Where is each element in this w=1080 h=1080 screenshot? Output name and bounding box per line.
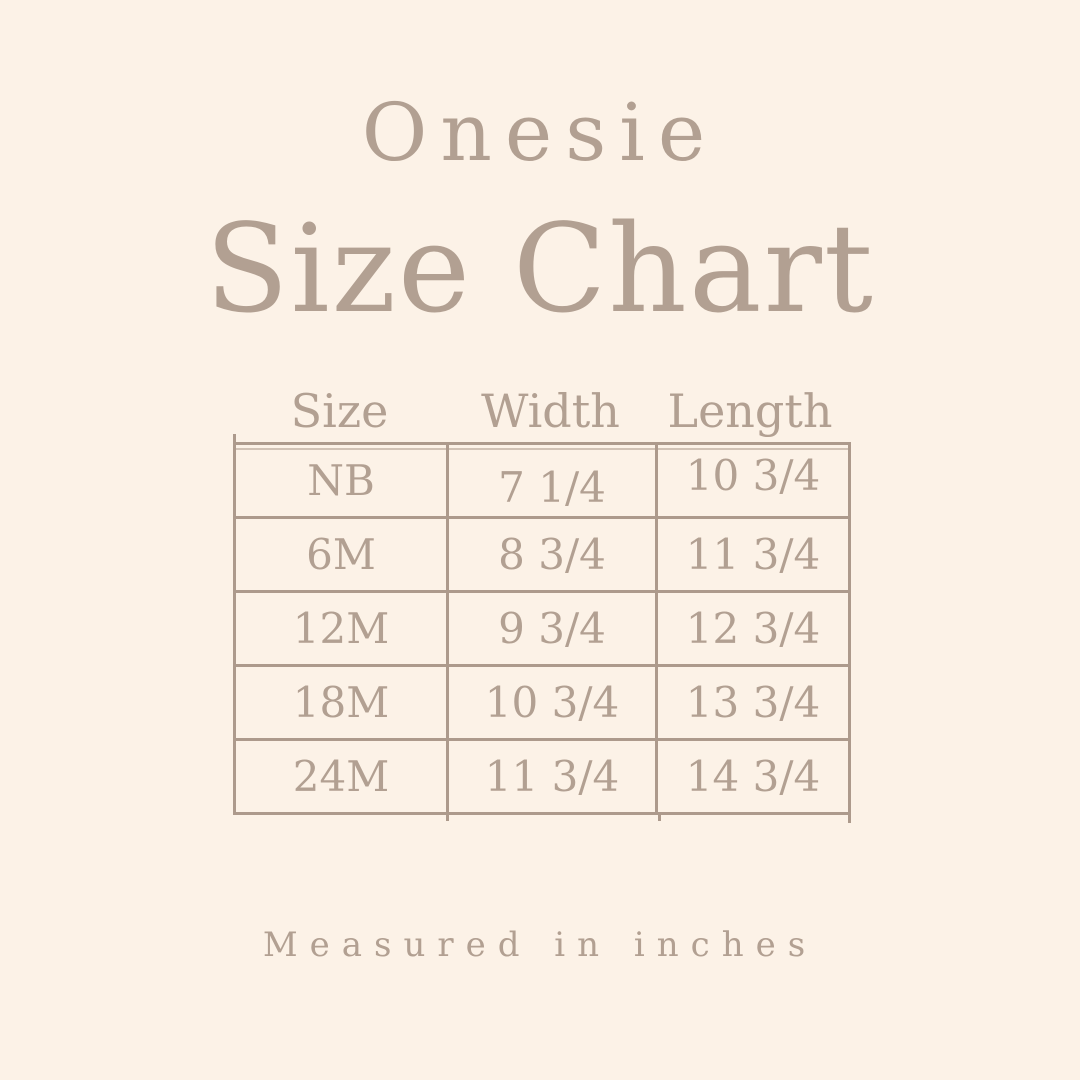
page-title: Size Chart	[205, 198, 875, 340]
cell-value: 12M	[292, 604, 390, 653]
table-header-row: Size Width Length	[233, 380, 851, 442]
cell-value: 6M	[306, 530, 376, 579]
column-header-length: Length	[667, 384, 833, 438]
cell-size: 12M	[236, 593, 449, 664]
cell-value: 14 3/4	[685, 752, 821, 801]
cell-value: 13 3/4	[685, 678, 821, 727]
cell-size: 24M	[236, 741, 449, 812]
cell-value: 11 3/4	[484, 752, 620, 801]
cell-value: 9 3/4	[498, 604, 606, 653]
table-row: 24M 11 3/4 14 3/4	[236, 741, 848, 812]
cell-value: 12 3/4	[685, 604, 821, 653]
cell-size: NB	[236, 445, 449, 516]
column-header-width: Width	[481, 384, 620, 438]
table-body: NB 7 1/4 10 3/4 6M 8 3/4 11 3/4 12M 9 3/…	[233, 434, 851, 823]
column-header-size: Size	[290, 384, 389, 438]
size-table: Size Width Length NB 7 1/4 10 3/4 6M 8 3…	[233, 380, 851, 823]
table-row: NB 7 1/4 10 3/4	[236, 445, 848, 519]
cell-value: 8 3/4	[498, 530, 606, 579]
cell-length: 12 3/4	[658, 593, 848, 664]
cell-value: 10 3/4	[484, 678, 620, 727]
border-overshoot	[848, 813, 851, 823]
table-row: 12M 9 3/4 12 3/4	[236, 593, 848, 667]
cell-width: 10 3/4	[449, 667, 658, 738]
cell-value: 7 1/4	[498, 463, 606, 512]
border-overshoot	[233, 434, 236, 444]
border-overshoot	[446, 813, 449, 821]
border-overshoot	[658, 813, 661, 821]
table-row: 18M 10 3/4 13 3/4	[236, 667, 848, 741]
table-row: 6M 8 3/4 11 3/4	[236, 519, 848, 593]
cell-width: 7 1/4	[449, 445, 658, 516]
cell-size: 6M	[236, 519, 449, 590]
cell-length: 10 3/4	[658, 445, 848, 516]
cell-value: 11 3/4	[685, 530, 821, 579]
cell-width: 8 3/4	[449, 519, 658, 590]
cell-value: 18M	[292, 678, 390, 727]
product-subtitle: Onesie	[361, 86, 719, 179]
cell-width: 11 3/4	[449, 741, 658, 812]
cell-size: 18M	[236, 667, 449, 738]
cell-width: 9 3/4	[449, 593, 658, 664]
cell-value: NB	[307, 456, 375, 505]
cell-length: 13 3/4	[658, 667, 848, 738]
cell-length: 11 3/4	[658, 519, 848, 590]
cell-value: 24M	[292, 752, 390, 801]
cell-value: 10 3/4	[685, 451, 821, 500]
measurement-note: Measured in inches	[262, 925, 818, 965]
cell-length: 14 3/4	[658, 741, 848, 812]
